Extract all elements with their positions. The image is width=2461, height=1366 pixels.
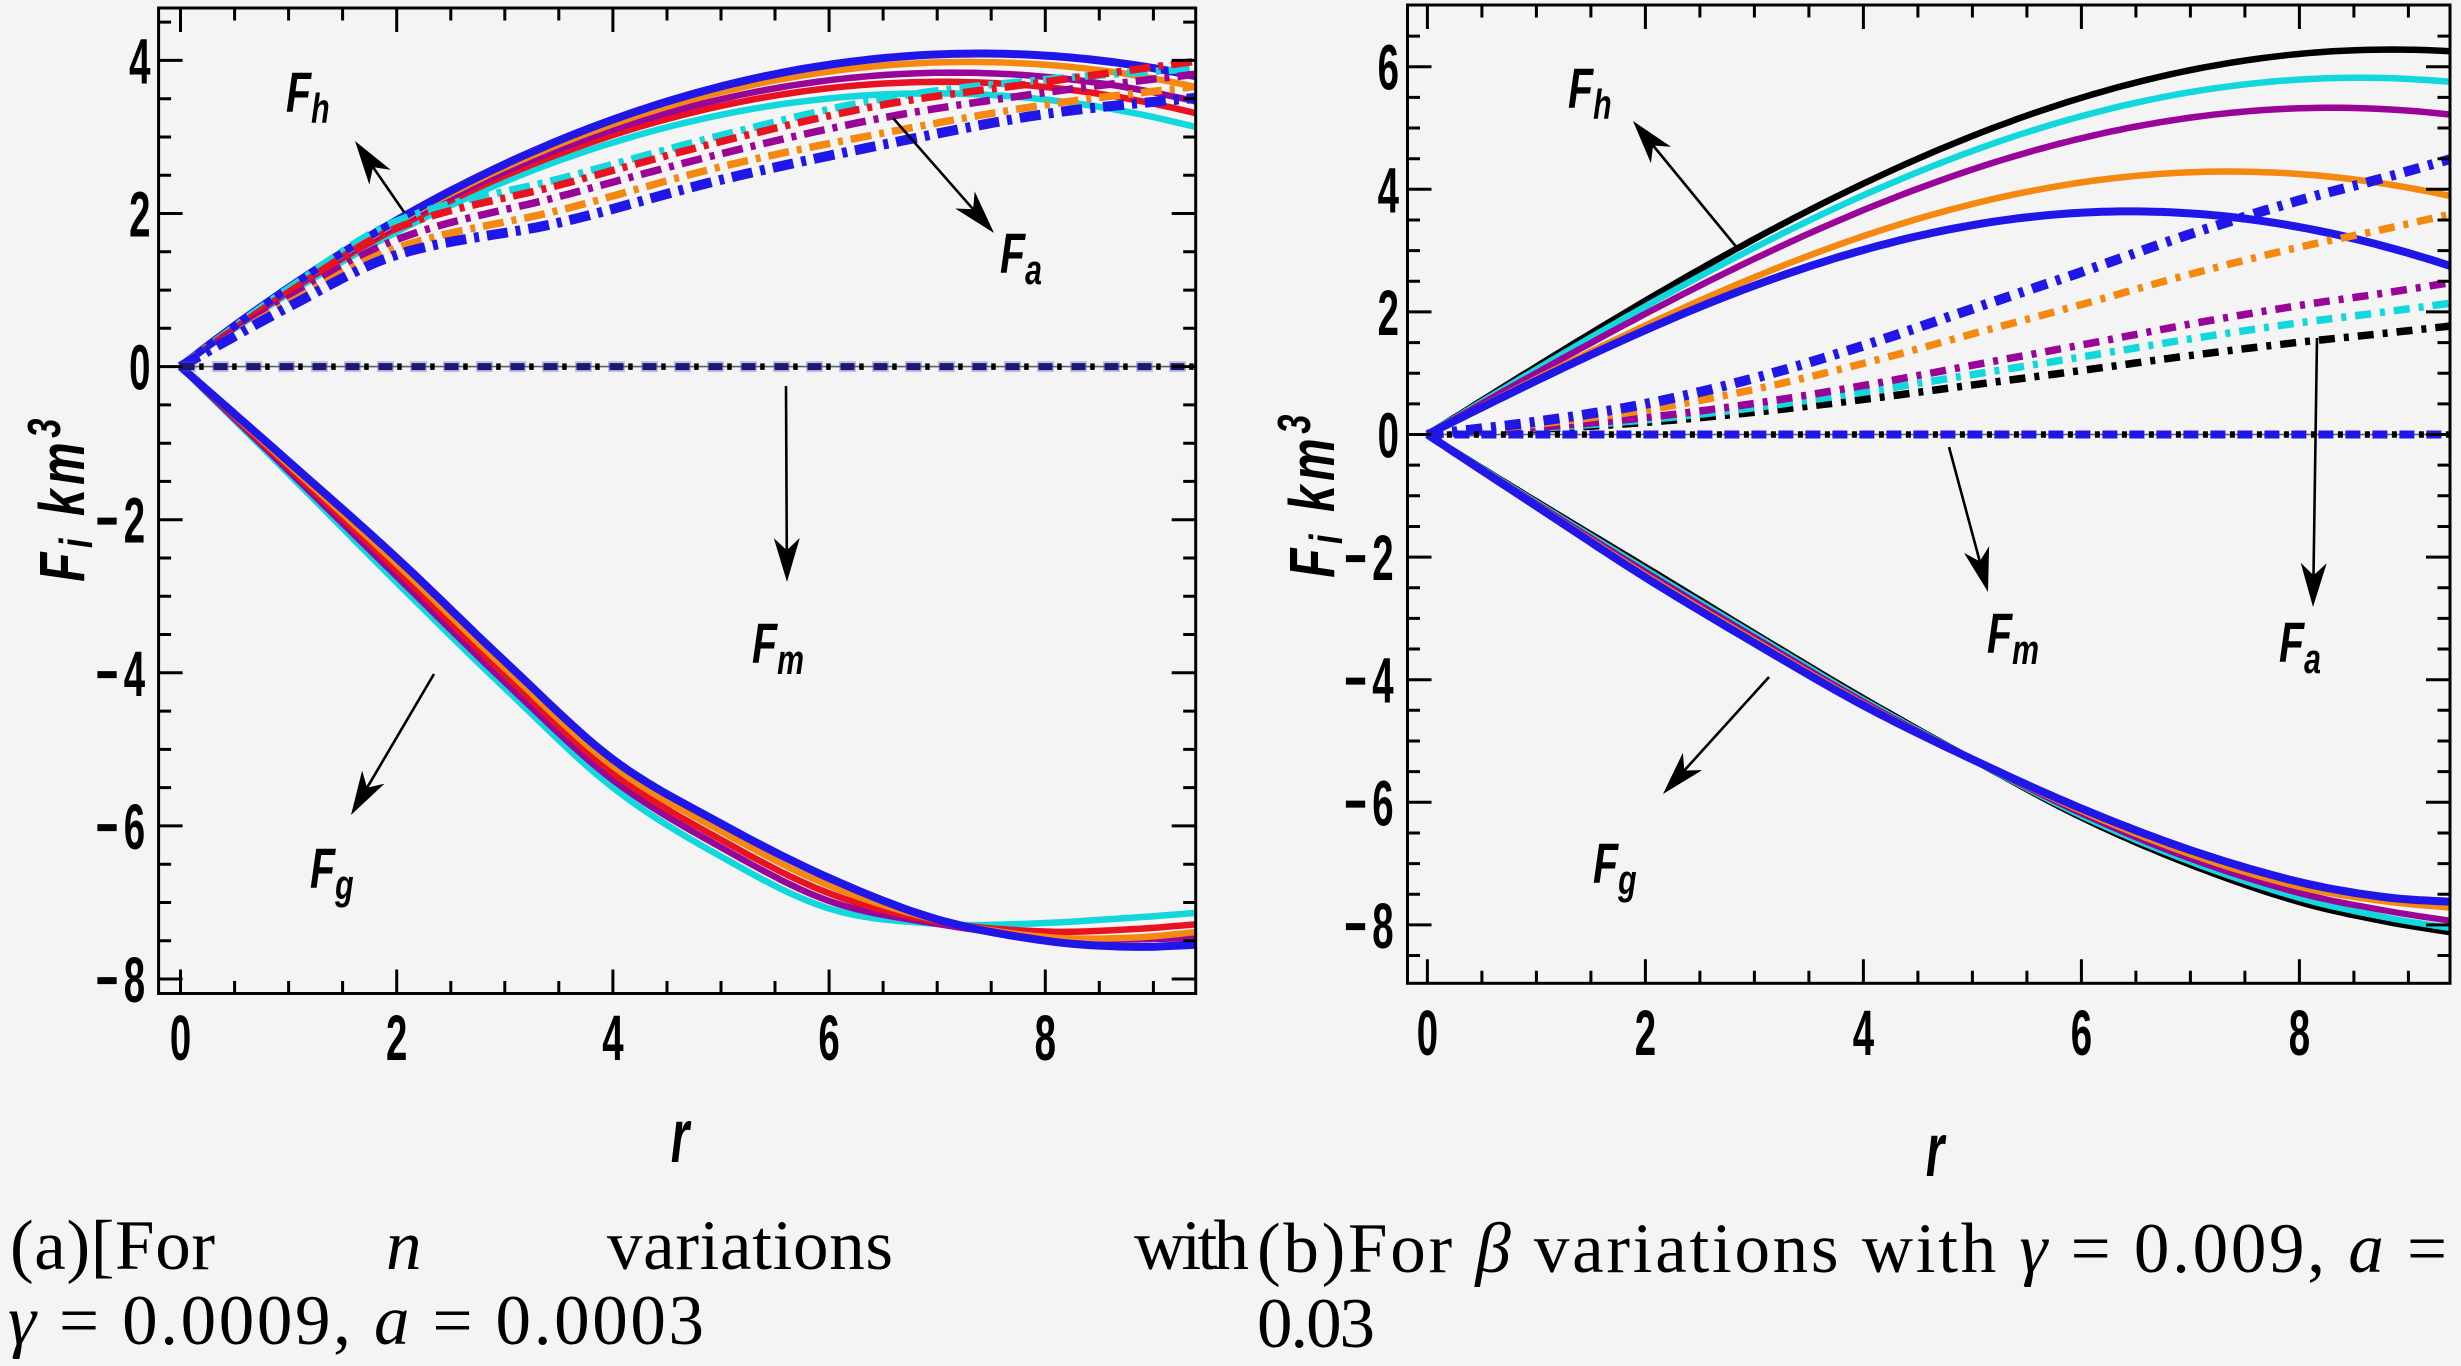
svg-text:r: r xyxy=(1926,1109,1947,1193)
svg-text:Fi km3: Fi km3 xyxy=(1268,410,1352,578)
svg-text:(a)[For: (a)[For xyxy=(10,1207,215,1285)
svg-text:0: 0 xyxy=(1417,998,1438,1070)
svg-text:4: 4 xyxy=(602,1003,624,1075)
svg-text:variations: variations xyxy=(607,1207,893,1285)
svg-text:0.03: 0.03 xyxy=(1257,1285,1375,1361)
svg-text:8: 8 xyxy=(2289,998,2310,1070)
svg-text:8: 8 xyxy=(1035,1003,1056,1075)
svg-text:−6: −6 xyxy=(96,792,151,864)
svg-text:2: 2 xyxy=(1635,998,1656,1070)
svg-text:6: 6 xyxy=(818,1003,839,1075)
svg-text:0: 0 xyxy=(1378,401,1399,473)
svg-text:−4: −4 xyxy=(96,639,151,711)
svg-text:r: r xyxy=(671,1095,692,1179)
svg-text:4: 4 xyxy=(129,26,151,98)
svg-text:with: with xyxy=(1134,1207,1249,1285)
svg-text:−6: −6 xyxy=(1344,768,1399,840)
svg-text:Fi km3: Fi km3 xyxy=(18,414,102,582)
svg-text:γ = 0.0009, a = 0.0003: γ = 0.0009, a = 0.0003 xyxy=(8,1282,704,1360)
svg-text:6: 6 xyxy=(2071,998,2092,1070)
svg-text:2: 2 xyxy=(386,1003,407,1075)
svg-text:Fg: Fg xyxy=(1593,831,1637,903)
svg-text:4: 4 xyxy=(1378,155,1400,227)
svg-text:2: 2 xyxy=(1378,278,1399,350)
svg-text:(b)For β variations with γ = 0: (b)For β variations with γ = 0.009, a = xyxy=(1257,1210,2447,1288)
svg-text:−8: −8 xyxy=(1344,891,1399,963)
svg-text:2: 2 xyxy=(129,180,150,252)
svg-text:−2: −2 xyxy=(96,486,151,558)
svg-text:−2: −2 xyxy=(1344,523,1399,595)
svg-text:n: n xyxy=(386,1207,422,1285)
svg-text:0: 0 xyxy=(170,1003,191,1075)
svg-text:−4: −4 xyxy=(1344,646,1399,718)
svg-text:6: 6 xyxy=(1378,33,1399,105)
svg-text:0: 0 xyxy=(129,333,150,405)
svg-text:4: 4 xyxy=(1853,998,1875,1070)
svg-text:−8: −8 xyxy=(96,945,151,1017)
